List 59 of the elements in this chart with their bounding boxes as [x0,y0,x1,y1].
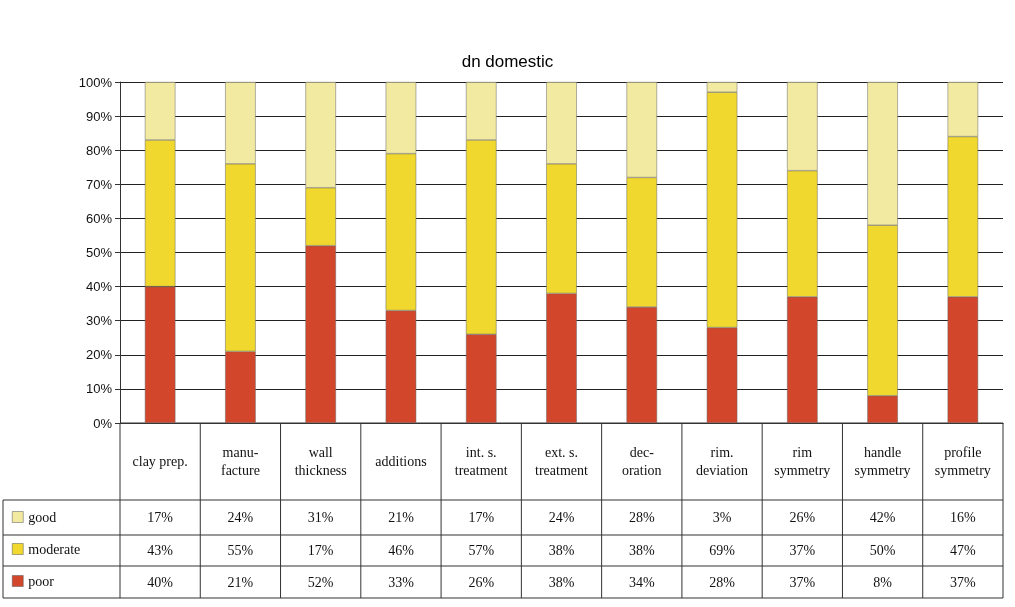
data-label: 26% [468,574,495,590]
data-label: 46% [388,543,415,558]
data-label: 40% [147,574,174,590]
y-tick-label: 50% [85,245,113,260]
legend-label: good [28,509,57,525]
data-label: 8% [873,574,893,590]
x-tick-label: handle symmetry [854,444,911,478]
y-tick-label: 70% [85,176,113,192]
data-label: 50% [869,543,896,558]
data-label: 16% [950,510,977,525]
x-tick-label: manu- facture [220,444,260,478]
data-label: 33% [388,574,415,590]
data-label: 28% [628,510,655,525]
y-tick-label: 90% [85,108,113,124]
y-tick-label: 30% [85,313,113,329]
y-tick-label: 60% [85,210,113,226]
data-label: 34% [628,574,655,590]
data-label: 26% [789,510,816,525]
data-label: 17% [307,543,334,558]
x-tick-label: dec- oration [621,444,662,478]
data-label: 37% [789,574,816,590]
data-label: 31% [307,510,334,525]
data-label: 28% [709,574,736,590]
data-label: 47% [950,543,977,558]
x-tick-label: wall thickness [294,444,347,478]
y-tick-label: 80% [85,142,113,158]
y-tick-label: 10% [85,381,113,397]
x-tick-label: rim. deviation [695,444,749,478]
data-label: 17% [147,510,174,525]
data-label: 37% [789,543,816,558]
data-label: 17% [468,510,495,525]
y-tick-label: 100% [78,74,113,90]
x-tick-label: clay prep. [132,453,188,469]
data-label: 42% [869,510,896,525]
data-label: 43% [147,543,174,558]
data-label: 21% [227,574,254,590]
x-tick-label: additions [375,453,427,469]
chart-title: dn domestic [461,52,554,71]
data-label: 38% [548,543,575,558]
data-label: 69% [709,543,736,558]
x-tick-label: profile symmetry [934,444,991,478]
data-label: 55% [227,543,254,558]
data-label: 37% [950,574,977,590]
data-label: 24% [227,510,254,525]
data-label: 38% [628,543,655,558]
legend-label: poor [28,573,55,589]
data-label: 57% [468,543,495,558]
y-tick-label: 0% [93,415,113,431]
x-tick-label: int. s. treatment [454,444,508,478]
data-label: 24% [548,510,575,525]
y-tick-label: 20% [85,347,113,363]
data-label: 3% [712,510,732,525]
data-label: 52% [307,574,334,590]
data-label: 38% [548,574,575,590]
x-tick-label: ext. s. treatment [535,444,589,478]
y-tick-label: 40% [85,279,113,295]
legend-label: moderate [28,541,81,557]
x-tick-label: rim symmetry [774,444,831,478]
data-label: 21% [388,510,415,525]
